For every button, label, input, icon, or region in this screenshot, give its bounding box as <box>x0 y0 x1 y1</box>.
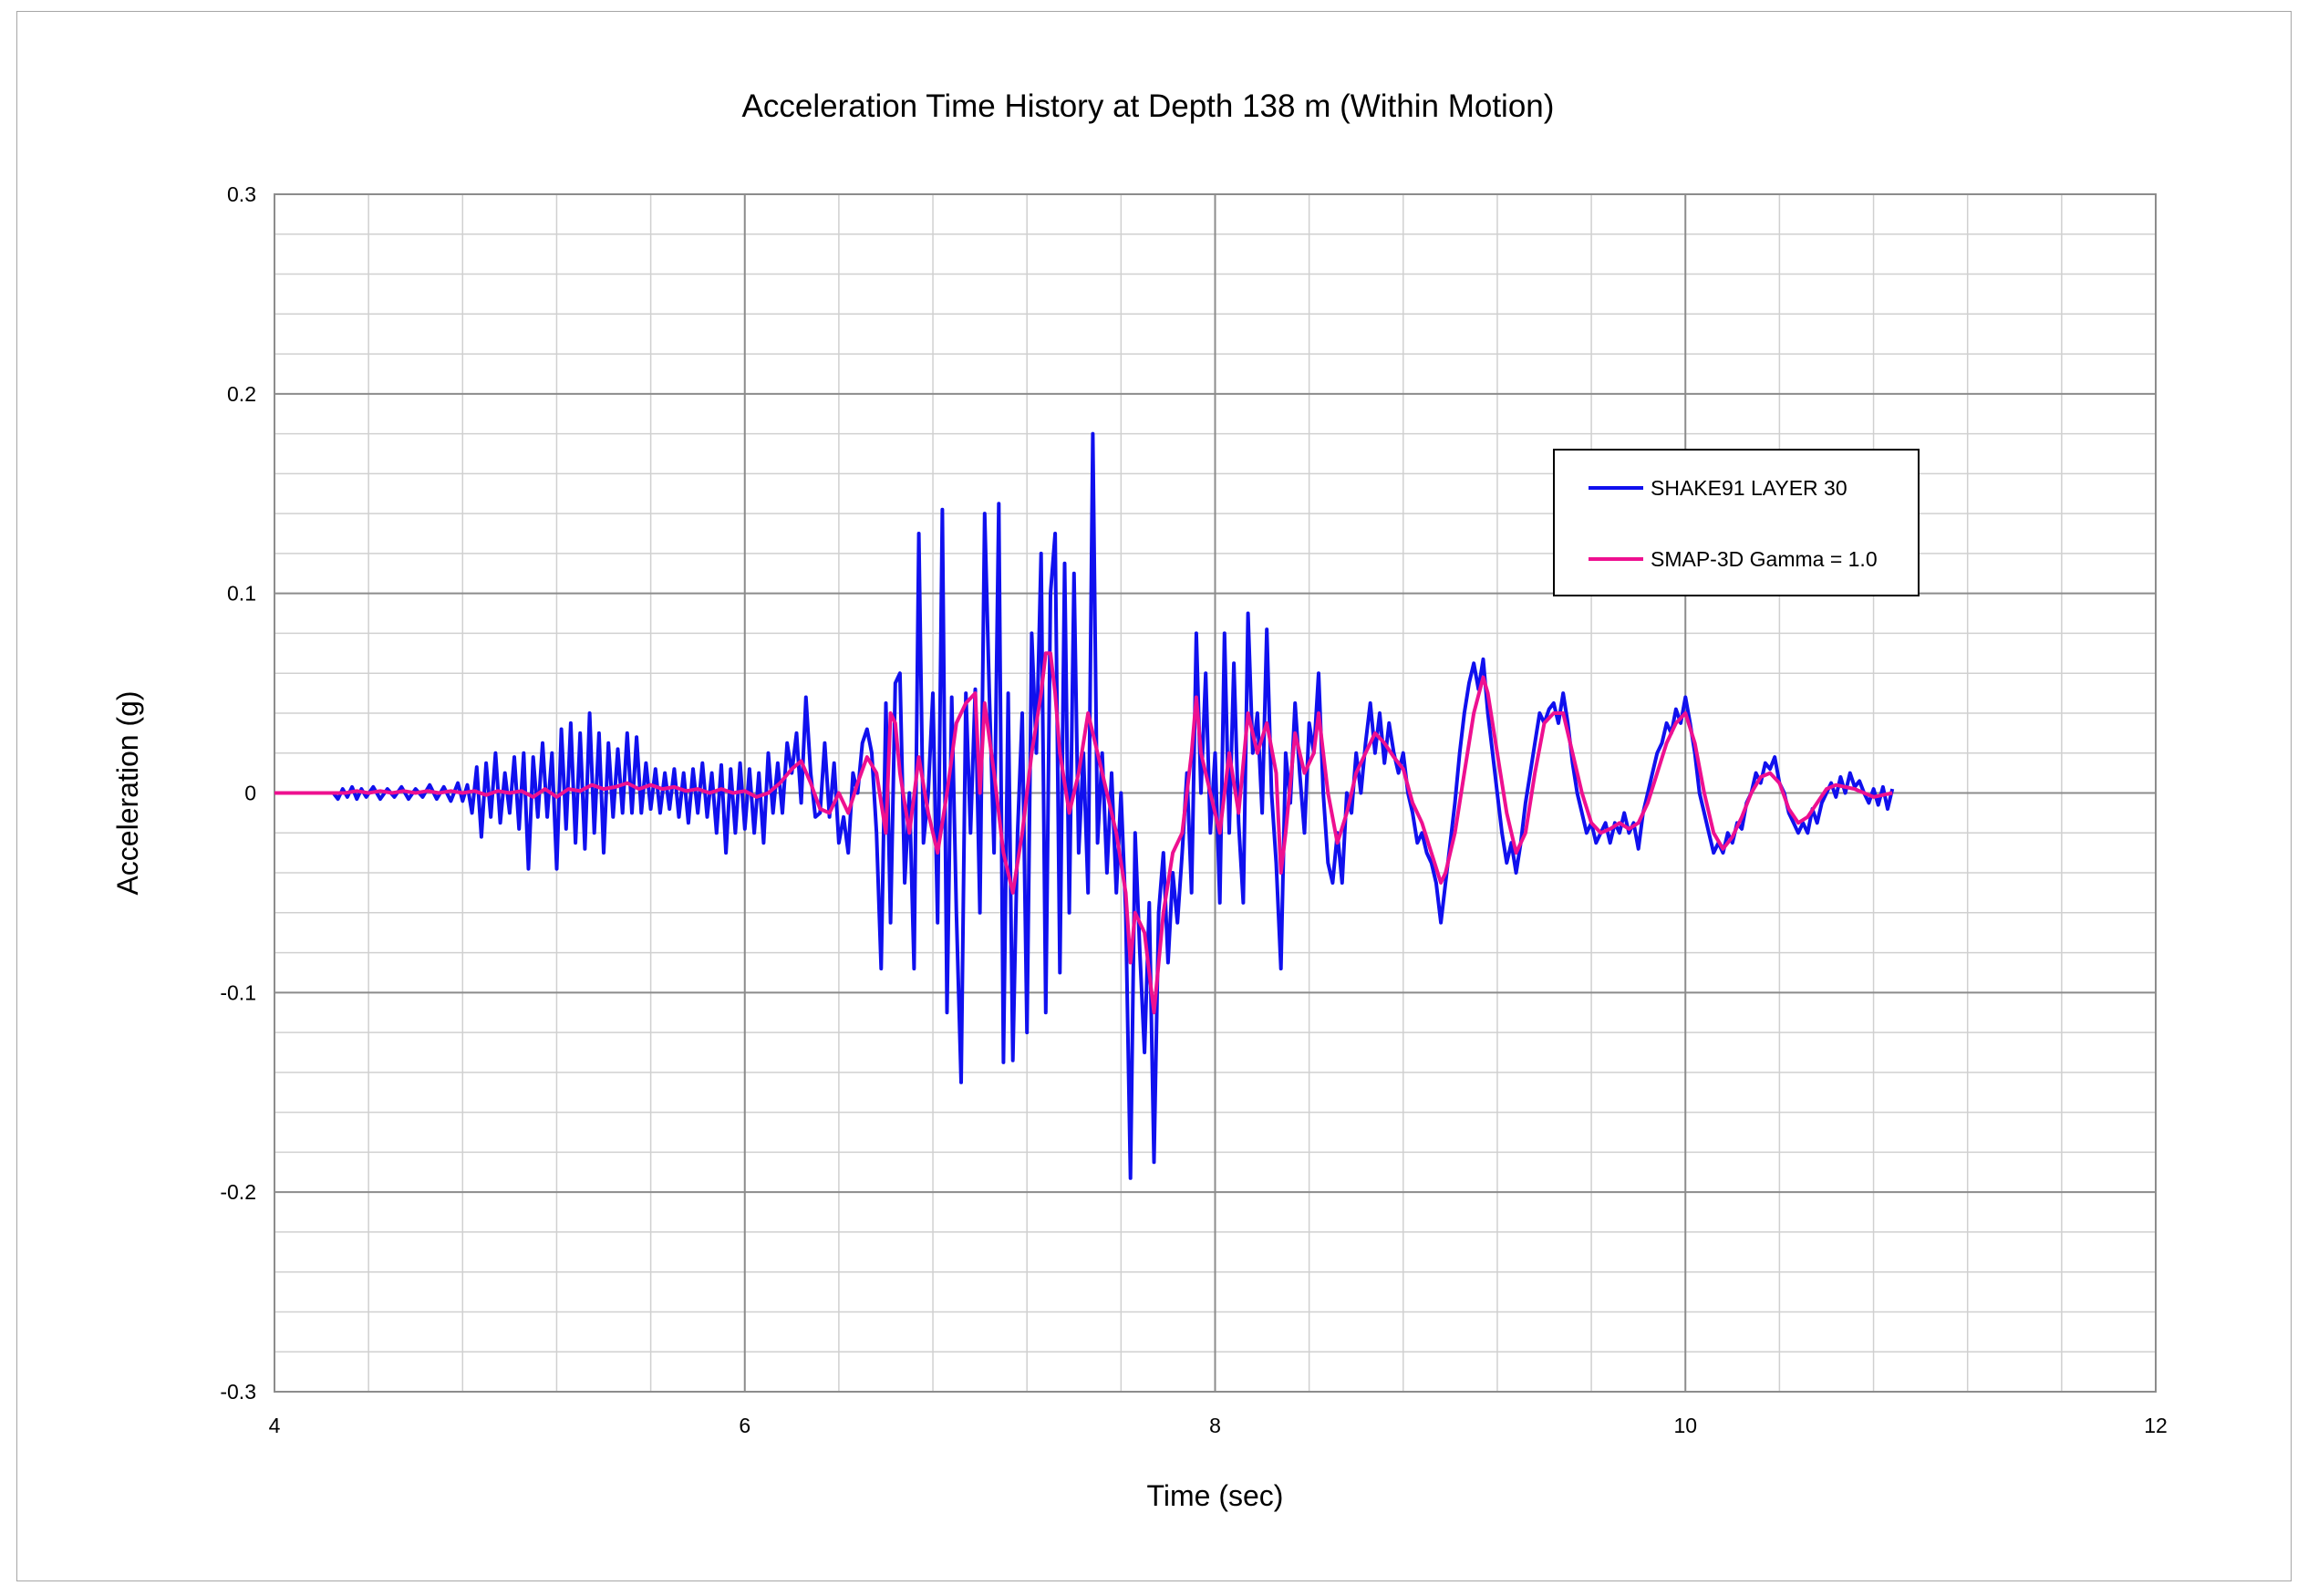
y-tick-label: -0.1 <box>220 980 256 1004</box>
y-tick-label: 0 <box>244 782 256 805</box>
y-tick-label: 0.2 <box>227 382 256 406</box>
x-tick-label: 6 <box>739 1414 750 1437</box>
legend-label-smap3d: SMAP-3D Gamma = 1.0 <box>1651 547 1878 571</box>
legend-box <box>1553 449 1920 596</box>
chart-svg: Acceleration Time History at Depth 138 m… <box>111 88 2168 1512</box>
y-tick-label: -0.2 <box>220 1180 256 1204</box>
chart-area: Acceleration Time History at Depth 138 m… <box>16 11 2292 1581</box>
series-layer <box>274 431 1895 1180</box>
y-tick-label: 0.3 <box>227 182 256 206</box>
y-tick-label: 0.1 <box>227 582 256 606</box>
x-tick-label: 10 <box>1673 1414 1697 1437</box>
x-axis-title: Time (sec) <box>1147 1479 1284 1512</box>
legend: SHAKE91 LAYER 30 SMAP-3D Gamma = 1.0 <box>1553 449 1920 596</box>
legend-label-shake91: SHAKE91 LAYER 30 <box>1651 476 1847 500</box>
x-tick-label: 8 <box>1209 1414 1221 1437</box>
y-axis-title: Acceleration (g) <box>111 690 144 895</box>
x-tick-label: 12 <box>2144 1414 2168 1437</box>
chart-title: Acceleration Time History at Depth 138 m… <box>742 88 1555 124</box>
x-axis-ticks: 4 6 8 10 12 <box>269 1414 2168 1437</box>
x-tick-label: 4 <box>269 1414 281 1437</box>
series-line-smap3d <box>274 651 1893 1015</box>
y-axis-ticks: 0.3 0.2 0.1 0 -0.1 -0.2 -0.3 <box>220 182 256 1404</box>
y-tick-label: -0.3 <box>220 1380 256 1404</box>
